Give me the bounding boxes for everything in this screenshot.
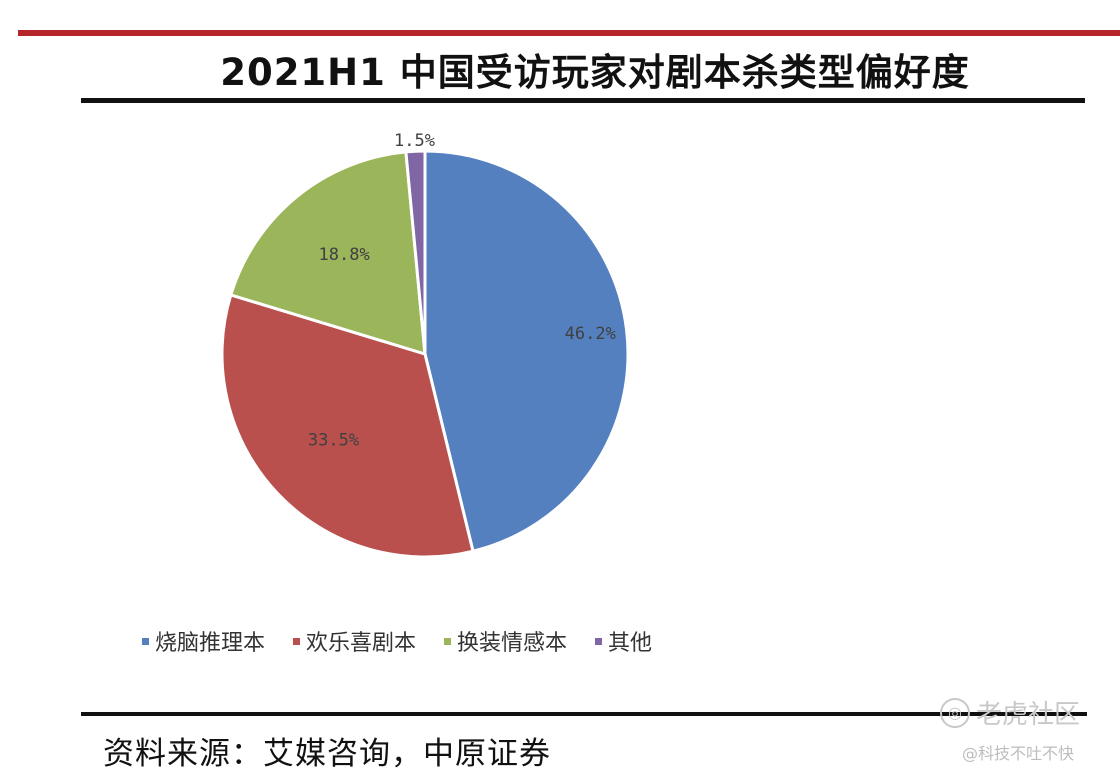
- legend-swatch-3: [444, 637, 452, 645]
- chart-legend: 烧脑推理本 欢乐喜剧本 换装情感本 其他: [142, 624, 652, 658]
- pie-slice-4: [404, 149, 427, 355]
- legend-swatch-4: [595, 637, 603, 645]
- legend-label-4: 其他: [608, 631, 653, 656]
- watermark: ◎ 老虎社区: [940, 694, 1080, 731]
- pie-data-label-3: 18.8%: [319, 245, 370, 265]
- legend-item-2: 欢乐喜剧本: [293, 625, 416, 657]
- watermark-logo-icon: ◎: [940, 697, 970, 728]
- legend-item-1: 烧脑推理本: [142, 625, 265, 657]
- watermark-text: 老虎社区: [976, 700, 1081, 730]
- legend-swatch-1: [142, 637, 149, 645]
- pie-data-label-2: 33.5%: [308, 430, 359, 450]
- title-underline: [81, 98, 1085, 103]
- legend-label-3: 换装情感本: [457, 631, 568, 656]
- watermark-handle: @科技不吐不快: [962, 744, 1075, 763]
- pie-data-label-4: 1.5%: [394, 131, 435, 151]
- pie-chart: 46.2% 33.5% 18.8% 1.5%: [220, 131, 630, 559]
- bottom-rule: [81, 712, 1087, 716]
- legend-label-1: 烧脑推理本: [155, 631, 266, 656]
- pie-slice-3: [228, 150, 427, 357]
- pie-slice-1: [423, 149, 630, 554]
- pie-data-label-1: 46.2%: [565, 324, 616, 344]
- legend-item-4: 其他: [595, 625, 652, 657]
- pie-slice-2: [220, 293, 475, 559]
- top-red-rule: [18, 30, 1120, 36]
- chart-title: 2021H1 中国受访玩家对剧本杀类型偏好度: [220, 51, 970, 94]
- legend-item-3: 换装情感本: [444, 625, 567, 657]
- source-note: 资料来源：艾媒咨询，中原证券: [103, 736, 551, 772]
- legend-swatch-2: [293, 637, 301, 645]
- legend-label-2: 欢乐喜剧本: [306, 631, 417, 656]
